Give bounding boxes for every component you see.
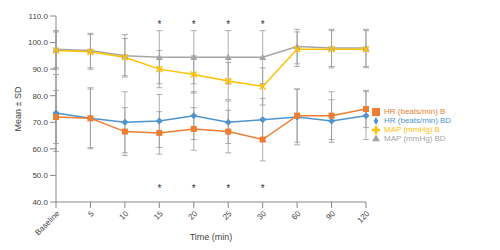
svg-text:120: 120 <box>356 209 372 225</box>
svg-text:110.0: 110.0 <box>29 12 49 21</box>
svg-text:20: 20 <box>187 209 200 222</box>
svg-text:15: 15 <box>152 209 165 222</box>
svg-text:100.0: 100.0 <box>28 38 49 47</box>
svg-text:*: * <box>157 19 161 30</box>
svg-text:70.0: 70.0 <box>32 118 48 127</box>
svg-text:90.0: 90.0 <box>32 65 48 74</box>
svg-text:40.0: 40.0 <box>32 198 48 207</box>
html-text:MAP (mmHg) BD: MAP (mmHg) BD <box>384 134 446 143</box>
svg-text:50.0: 50.0 <box>32 171 48 180</box>
html-text:HR (beats/min) B: HR (beats/min) B <box>384 107 446 116</box>
svg-text:5: 5 <box>86 209 96 219</box>
svg-text:*: * <box>192 183 196 194</box>
svg-text:30: 30 <box>255 209 268 222</box>
svg-text:*: * <box>226 19 230 30</box>
html-text:HR (beats/min) BD: HR (beats/min) BD <box>384 116 452 125</box>
svg-text:25: 25 <box>221 209 234 222</box>
svg-text:60: 60 <box>290 209 303 222</box>
svg-text:10: 10 <box>118 209 131 222</box>
svg-text:*: * <box>261 183 265 194</box>
svg-text:Time (min): Time (min) <box>190 232 233 242</box>
svg-text:90: 90 <box>324 209 337 222</box>
svg-text:60.0: 60.0 <box>32 145 48 154</box>
svg-text:Baseline: Baseline <box>33 209 61 237</box>
svg-text:80.0: 80.0 <box>32 92 48 101</box>
html-text:MAP (mmHg) B: MAP (mmHg) B <box>384 125 440 134</box>
svg-text:*: * <box>192 19 196 30</box>
svg-text:Mean ± SD: Mean ± SD <box>13 86 23 131</box>
svg-text:*: * <box>226 183 230 194</box>
svg-text:*: * <box>261 19 265 30</box>
svg-text:*: * <box>157 183 161 194</box>
